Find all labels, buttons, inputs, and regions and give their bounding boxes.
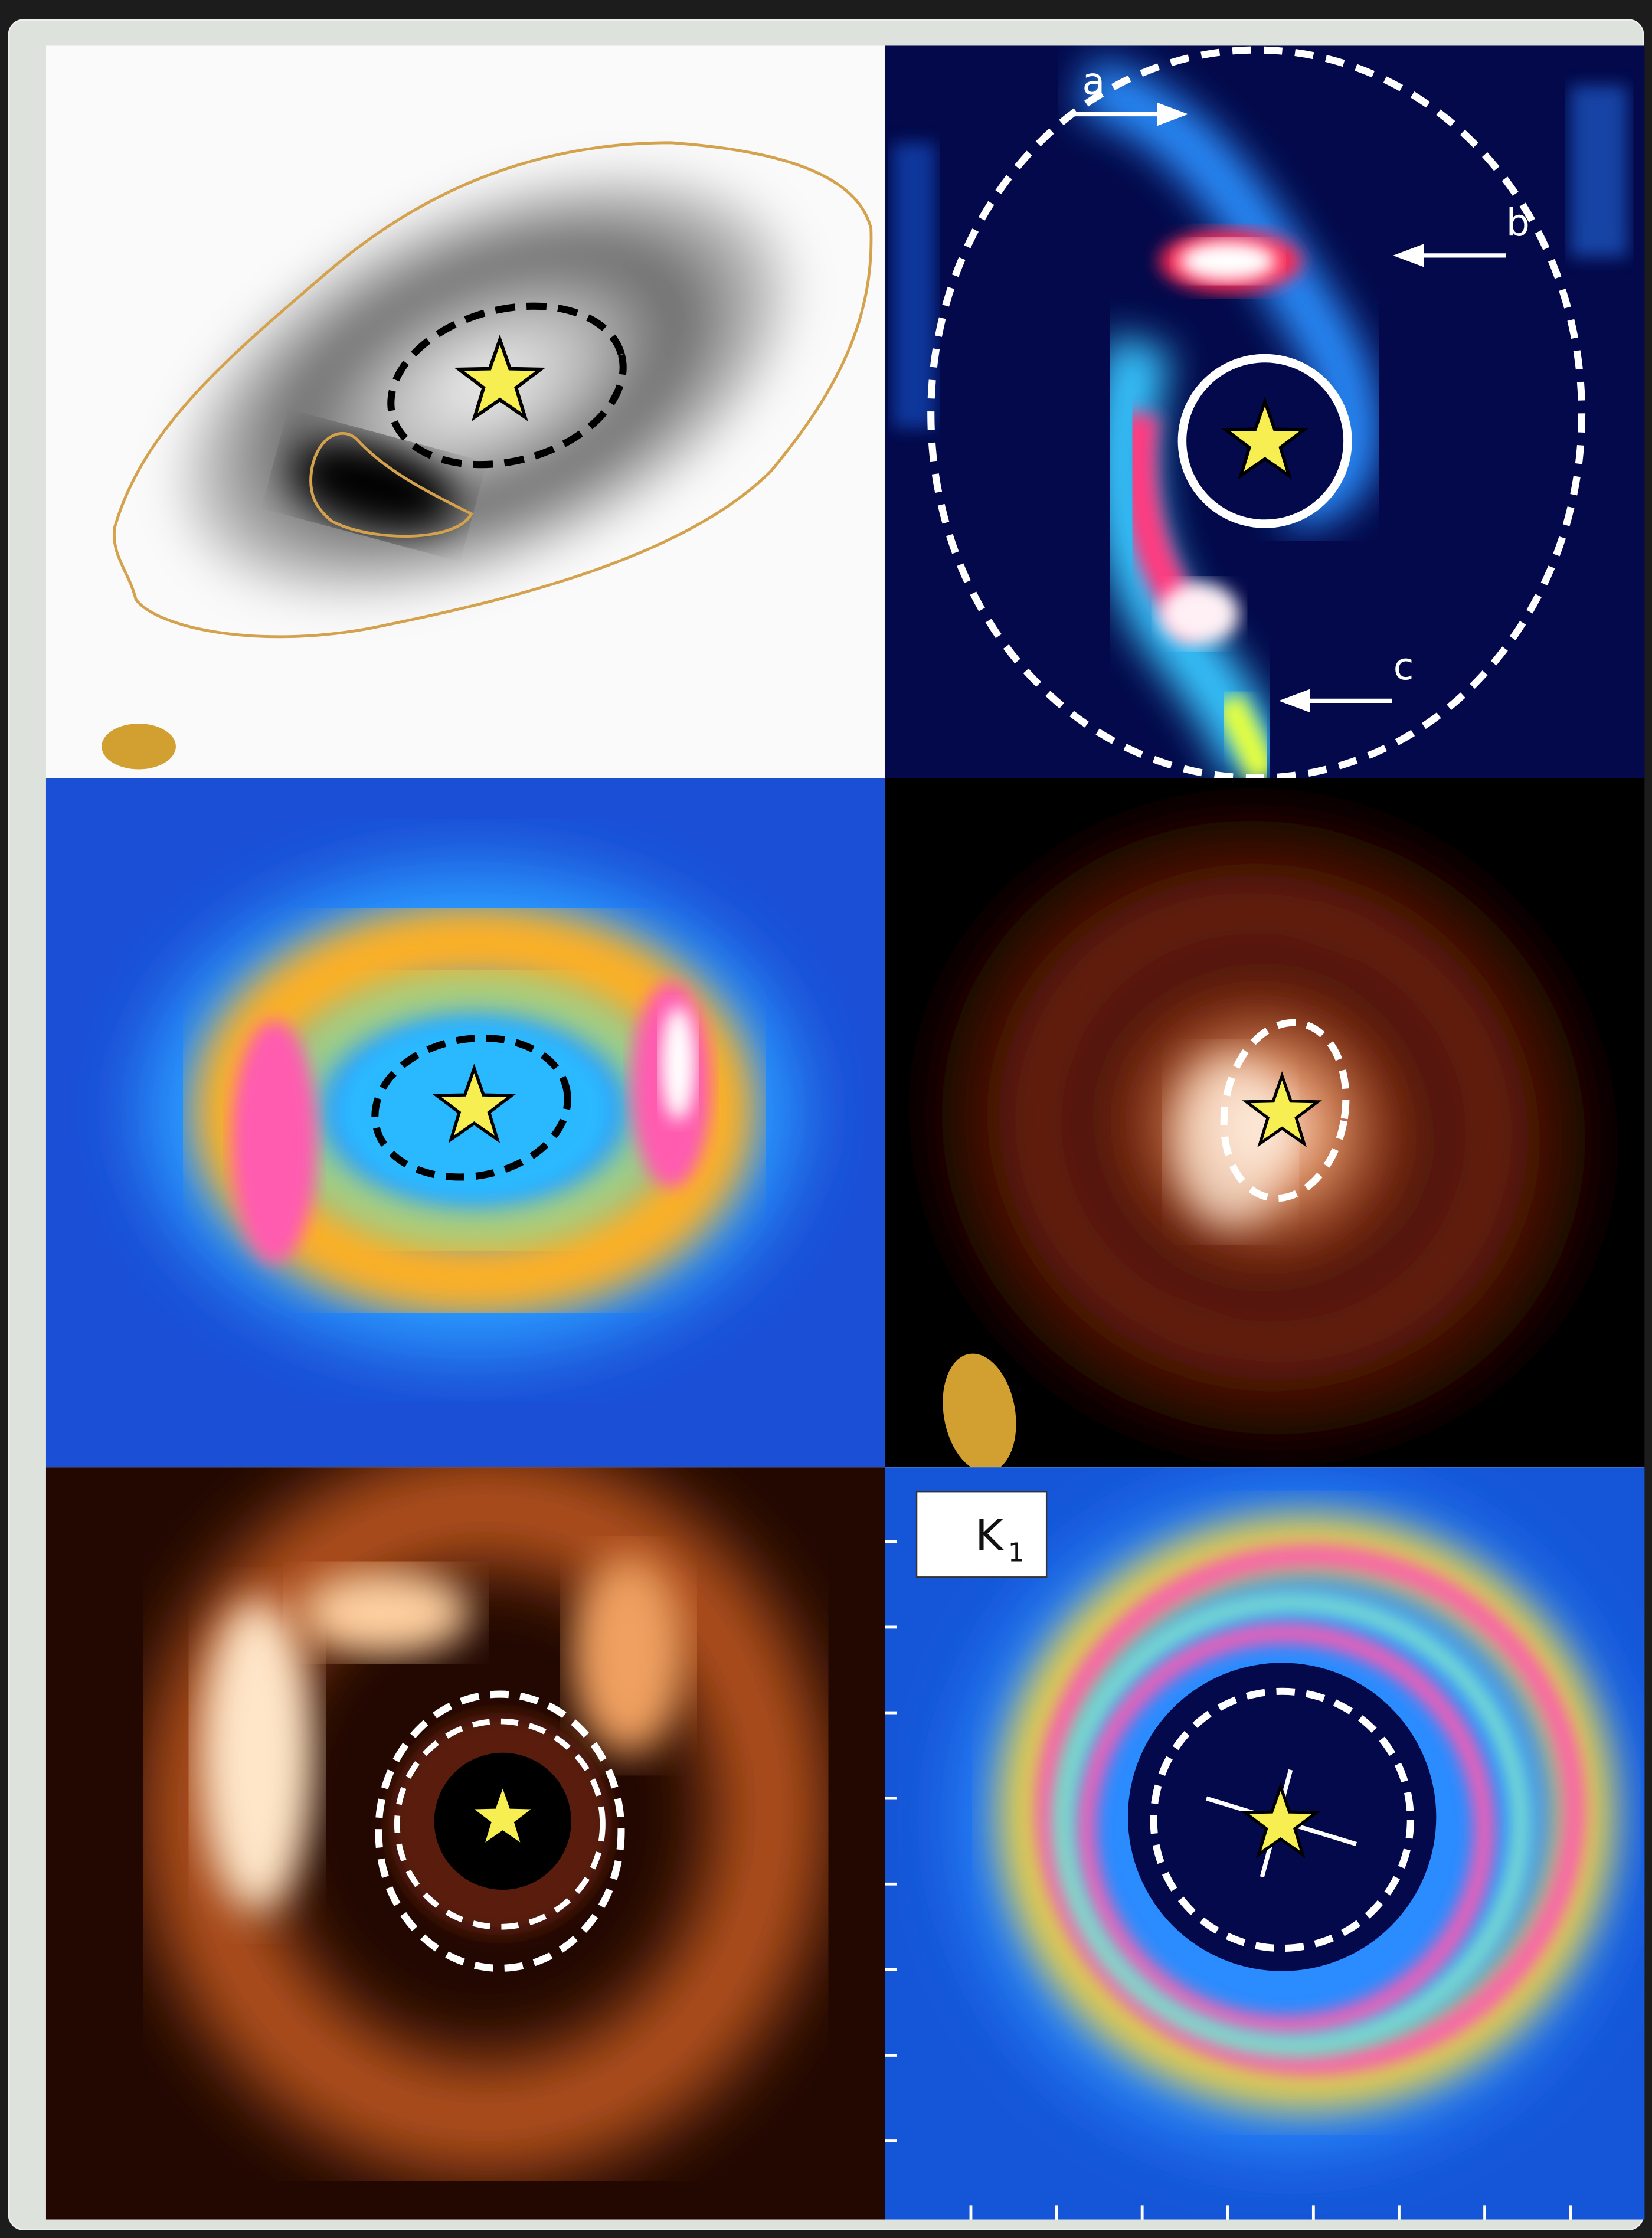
arrow-label: a bbox=[1082, 60, 1105, 103]
panel-brown-disk bbox=[813, 691, 1652, 1565]
page: {"annotations": {"arrow_labels": ["a", "… bbox=[0, 0, 1652, 2238]
arrow-label: b bbox=[1506, 201, 1530, 244]
panel-k-band-rings: K 1 bbox=[885, 1467, 1645, 2219]
panel-ring-crescents bbox=[46, 778, 885, 1467]
figure: a b c bbox=[0, 0, 1652, 2238]
panel-spiral-arms: a b c bbox=[885, 45, 1645, 778]
band-subscript: 1 bbox=[1008, 1539, 1025, 1568]
band-label: K bbox=[975, 1511, 1005, 1560]
arrow-label: c bbox=[1393, 645, 1414, 688]
panel-grayscale-disk bbox=[46, 45, 885, 778]
panel-scattered-light bbox=[46, 1467, 885, 2219]
